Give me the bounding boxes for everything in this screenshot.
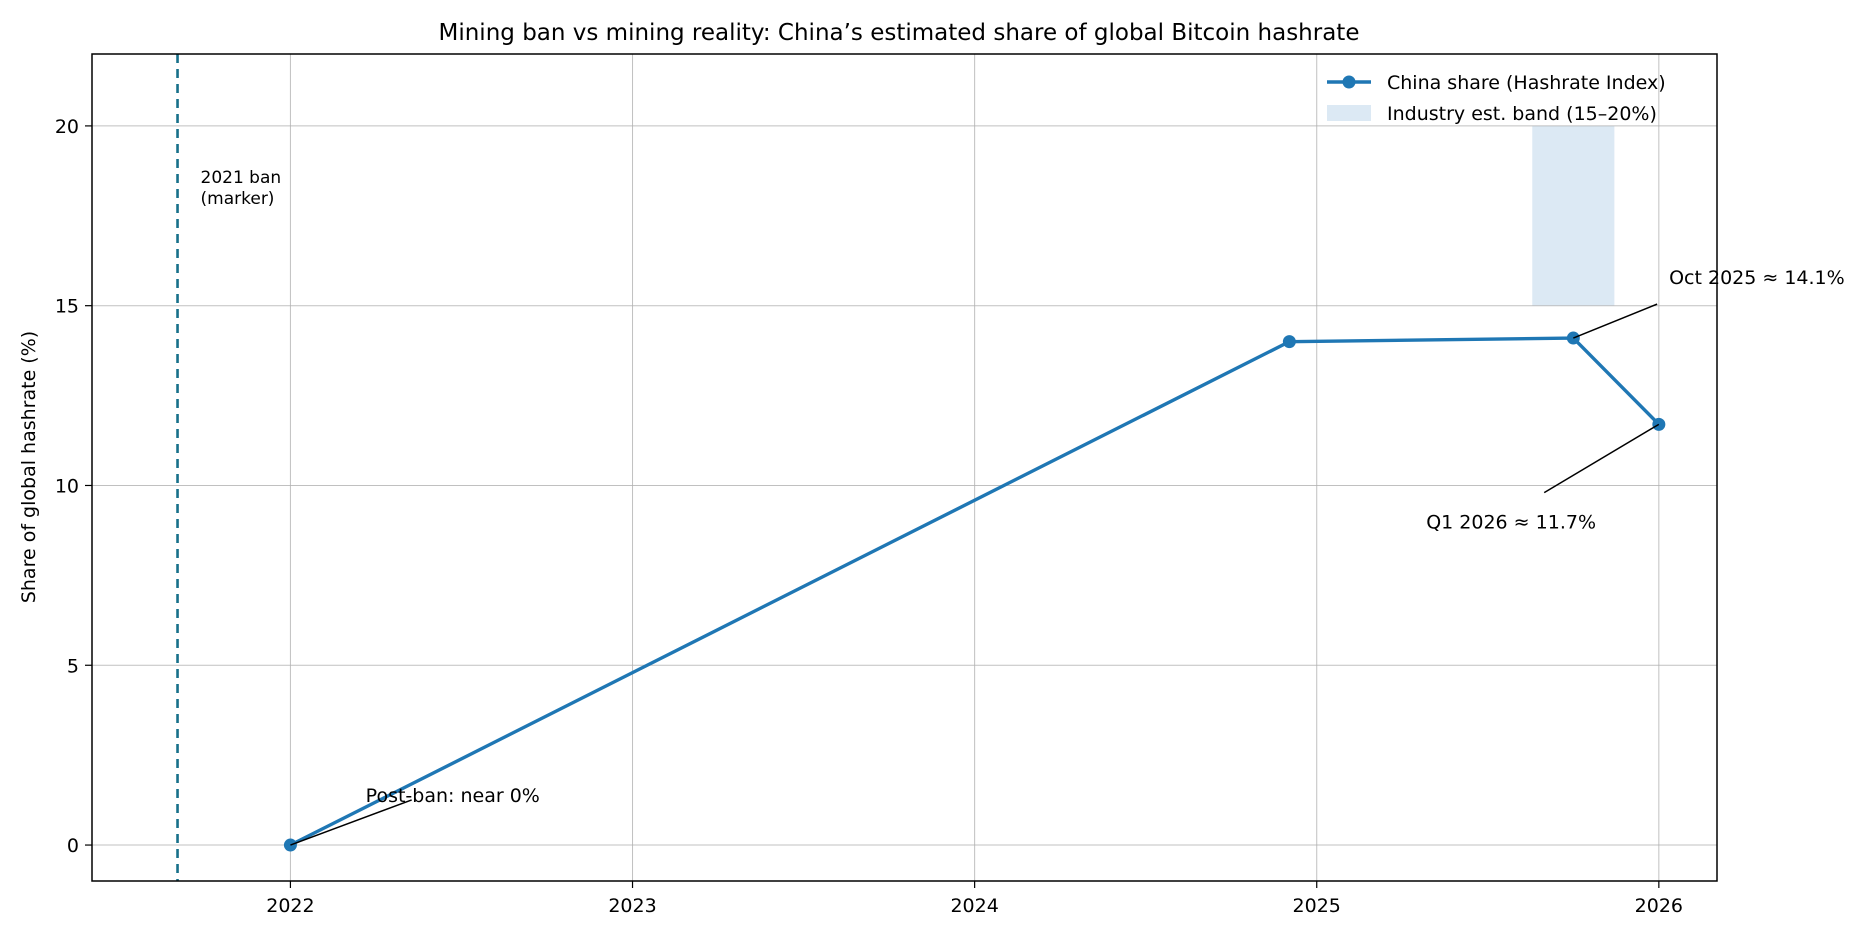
- legend-band-swatch: [1327, 105, 1371, 121]
- y-tick-label-2: 10: [55, 475, 79, 497]
- y-tick-label-1: 5: [67, 655, 79, 677]
- x-tick-label-1: 2023: [608, 895, 656, 917]
- ban-marker-label-0: 2021 ban: [201, 168, 282, 188]
- ban-marker-sublabel-0: (marker): [201, 189, 275, 209]
- grid-lines: [92, 54, 1717, 881]
- annotation-label-0: Post-ban: near 0%: [366, 785, 540, 807]
- chart-title: Mining ban vs mining reality: China’s es…: [439, 20, 1360, 46]
- y-tick-label-3: 15: [55, 296, 79, 318]
- y-axis-label: Share of global hashrate (%): [18, 331, 40, 603]
- annotation-layer: Post-ban: near 0% Oct 2025 ≈ 14.1% Q1 2026…: [290, 267, 1845, 846]
- x-tick-label-2: 2024: [950, 895, 998, 917]
- series-line-0: [288, 336, 1661, 847]
- y-axis-ticks: 0 5 10 15 20: [55, 116, 92, 857]
- data-point-0-1: [1282, 335, 1296, 349]
- x-tick-label-0: 2022: [266, 895, 314, 917]
- band-layer: [1532, 125, 1615, 306]
- industry-band-rect-0: [1532, 125, 1615, 306]
- y-tick-label-0: 0: [67, 835, 79, 857]
- y-tick-label-4: 20: [55, 116, 79, 138]
- legend-marker-swatch: [1342, 75, 1356, 89]
- legend-label-series: China share (Hashrate Index): [1387, 72, 1666, 94]
- annotation-arrow-1: [1573, 303, 1658, 339]
- vline-layer: 2021 ban(marker): [176, 54, 282, 881]
- plot-frame: [91, 53, 1718, 882]
- annotation-arrow-0: [290, 799, 412, 846]
- annotation-arrow-2: [1543, 423, 1660, 494]
- annotation-label-1: Oct 2025 ≈ 14.1%: [1669, 267, 1845, 289]
- x-tick-label-4: 2026: [1635, 895, 1683, 917]
- legend-label-band: Industry est. band (15–20%): [1387, 103, 1657, 125]
- legend: China share (Hashrate Index) Industry est…: [1327, 72, 1666, 125]
- annotation-label-2: Q1 2026 ≈ 11.7%: [1426, 512, 1596, 534]
- x-tick-label-3: 2025: [1293, 895, 1341, 917]
- x-axis-ticks: 2022 2023 2024 2025 2026: [266, 881, 1683, 917]
